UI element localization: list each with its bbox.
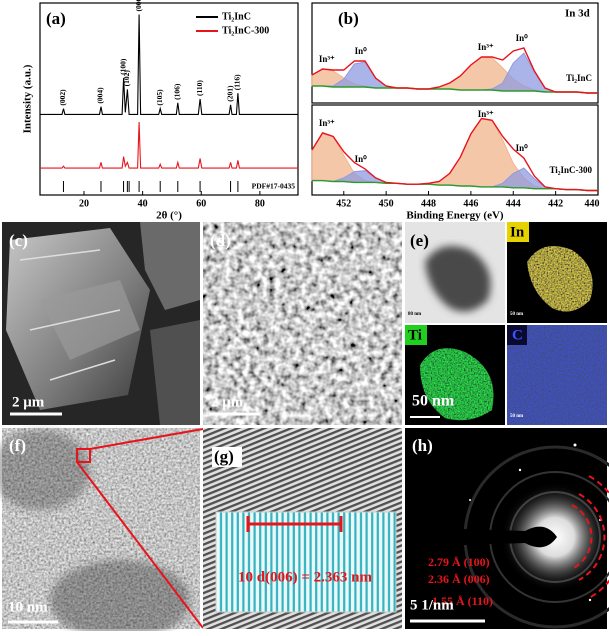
xps-panel: (b) In 3d In³⁺ In⁰ In³⁺ In⁰ Ti₂InC In³⁺ In⁰ In³⁺… (311, 2, 600, 222)
x-tick-label: 20 (79, 198, 89, 209)
map-label: C (512, 327, 523, 343)
x-tick-label: 40 (138, 198, 148, 209)
peak-label: (116) (233, 74, 242, 90)
peak-annotation: In⁰ (355, 46, 368, 56)
scale-bar-label: 2 μm (12, 394, 45, 410)
peak-label: (100) (118, 58, 127, 75)
panel-label: (e) (410, 231, 429, 250)
x-axis-title: 2θ (°) (156, 210, 182, 222)
panel-label: (d) (210, 231, 231, 250)
sample-label: Ti₂InC (566, 73, 592, 83)
peak-annotation: In³⁺ (319, 54, 335, 64)
series-line (312, 179, 598, 192)
series-line (312, 85, 598, 94)
panel-label: (a) (46, 9, 66, 28)
sample-label: Ti₂InC-300 (549, 165, 592, 175)
peak-annotation: In³⁺ (478, 42, 494, 52)
peak-label: (002) (58, 89, 67, 106)
x-tick-label: 444 (506, 198, 521, 209)
panel-label: (f) (9, 436, 26, 455)
eds-maps: (e) In Ti C 50 nm 80 nm 50 nm 50 nm (405, 222, 607, 425)
peak-annotation: In⁰ (355, 154, 368, 164)
map-label: In (510, 224, 525, 240)
ring-label: 2.79 Å (100) (428, 555, 490, 569)
x-tick-label: 448 (421, 198, 436, 209)
legend-label: Ti₂InC-300 (222, 25, 269, 36)
peak-label: (105) (155, 89, 164, 106)
saed-pattern: (h) 2.79 Å (100) 2.36 Å (006) 1.55 Å (11… (405, 428, 609, 629)
peak-label: (106) (173, 83, 182, 100)
scale-bar-label: 50 nm (412, 393, 455, 410)
map-label: Ti (408, 327, 422, 343)
lattice-annotation: 10 d(006) = 2.363 nm (238, 569, 372, 585)
hrtem-image: (f) 10 nm (0, 428, 204, 636)
sem-image-d: (d) 2 μm (203, 222, 402, 425)
scale-bar-label: 2 μm (211, 394, 244, 410)
series-line (40, 121, 298, 169)
plot-frame (311, 2, 599, 104)
panel-label: (c) (9, 231, 28, 250)
x-tick-label: 446 (463, 198, 478, 209)
peak-label: (102) (122, 70, 131, 87)
x-axis-title: Binding Energy (eV) (406, 210, 504, 222)
scale-bar-label: 5 1/nm (410, 597, 454, 613)
series-line (311, 117, 598, 192)
chart-title: In 3d (565, 8, 590, 20)
plot-frame (39, 2, 299, 196)
small-scale-label: 50 nm (510, 414, 524, 419)
ring-label: 1.55 Å (110) (432, 594, 493, 608)
x-tick-label: 442 (548, 198, 563, 209)
sem-image-c: (c) 2 μm (2, 222, 200, 425)
x-tick-label: 440 (585, 198, 600, 209)
series-line (40, 14, 298, 115)
panel-label: (h) (412, 436, 433, 455)
peak-annotation: In³⁺ (478, 109, 494, 119)
x-tick-label: 80 (255, 198, 265, 209)
x-tick-label: 452 (336, 198, 351, 209)
x-tick-label: 60 (196, 198, 206, 209)
peak-label: (201) (225, 85, 234, 102)
peak-label: (004) (96, 87, 105, 104)
small-scale-label: 80 nm (408, 312, 422, 317)
reference-label: PDF#17-0435 (252, 182, 296, 191)
ring-label: 2.36 Å (006) (428, 572, 490, 586)
scale-bar-label: 10 nm (8, 599, 48, 615)
peak-annotation: In⁰ (516, 33, 529, 43)
y-axis-title: Intensity (a.u.) (22, 64, 34, 133)
panel-label: (g) (214, 447, 234, 466)
x-tick-label: 450 (379, 198, 394, 209)
peak-annotation: In⁰ (516, 143, 529, 153)
legend-label: Ti₂InC (222, 11, 251, 22)
peak-label: (110) (195, 80, 204, 96)
series-line (311, 47, 598, 94)
small-scale-label: 50 nm (510, 312, 524, 317)
peak-label: (006) (134, 0, 143, 12)
ifft-image: (g) 10 d(006) = 2.363 nm (203, 428, 402, 629)
peak-annotation: In³⁺ (319, 118, 335, 128)
xrd-panel: (a) 20 40 60 80 2θ (°) Intensity (a.u.) Ti₂InC… (22, 0, 299, 222)
panel-label: (b) (338, 9, 359, 28)
